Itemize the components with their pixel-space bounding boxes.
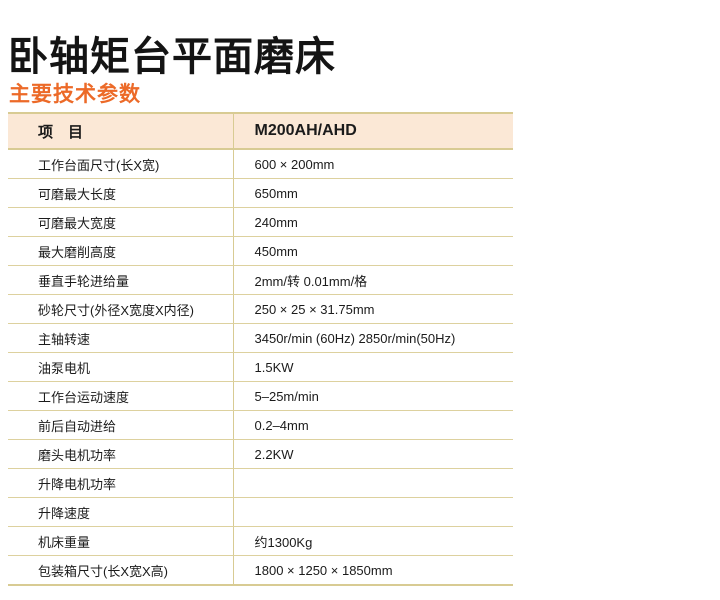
parameter-name-cell: 升降电机功率 (8, 468, 233, 498)
parameter-name-cell: 可磨最大宽度 (8, 207, 233, 237)
table-row: 升降速度 (8, 497, 513, 527)
parameter-value-cell: 1.5KW (232, 352, 513, 382)
parameter-value-cell (232, 468, 513, 498)
spec-table-container: 项 目 M200AH/AHD 工作台面尺寸(长X宽) 600 × 200mm 可磨最… (8, 112, 513, 586)
table-row: 包装箱尺寸(长X宽X高) 1800 × 1250 × 1850mm (8, 555, 513, 585)
table-row: 前后自动进给 0.2–4mm (8, 410, 513, 440)
parameter-value-cell: 240mm (232, 207, 513, 237)
parameter-name-cell: 垂直手轮进给量 (8, 265, 233, 295)
technical-parameters-table: 项 目 M200AH/AHD 工作台面尺寸(长X宽) 600 × 200mm 可磨最… (8, 112, 513, 586)
table-row: 砂轮尺寸(外径X宽度X内径) 250 × 25 × 31.75mm (8, 294, 513, 324)
parameter-value-cell: 450mm (232, 236, 513, 266)
parameter-name-cell: 油泵电机 (8, 352, 233, 382)
table-row: 机床重量 约1300Kg (8, 526, 513, 556)
table-row: 最大磨削高度 450mm (8, 236, 513, 266)
table-header: 项 目 M200AH/AHD (8, 113, 513, 150)
parameter-name-cell: 包装箱尺寸(长X宽X高) (8, 555, 233, 585)
parameter-name-cell: 最大磨削高度 (8, 236, 233, 266)
table-row: 油泵电机 1.5KW (8, 352, 513, 382)
parameter-value-cell: 3450r/min (60Hz) 2850r/min(50Hz) (232, 323, 513, 353)
table-header-row: 项 目 M200AH/AHD (8, 113, 513, 150)
parameter-value-cell: 600 × 200mm (232, 149, 513, 179)
parameter-value-cell: 250 × 25 × 31.75mm (232, 294, 513, 324)
parameter-value-cell: 0.2–4mm (232, 410, 513, 440)
page-title: 卧轴矩台平面磨床 (8, 34, 336, 79)
parameter-value-cell: 2mm/转 0.01mm/格 (232, 265, 513, 295)
parameter-name-cell: 升降速度 (8, 497, 233, 527)
parameter-name-cell: 主轴转速 (8, 323, 233, 353)
table-row: 工作台运动速度 5–25m/min (8, 381, 513, 411)
table-row: 垂直手轮进给量 2mm/转 0.01mm/格 (8, 265, 513, 295)
parameter-value-cell: 2.2KW (232, 439, 513, 469)
table-row: 升降电机功率 (8, 468, 513, 498)
table-body: 工作台面尺寸(长X宽) 600 × 200mm 可磨最大长度 650mm 可磨最大宽度 2… (8, 149, 513, 585)
table-row: 主轴转速 3450r/min (60Hz) 2850r/min(50Hz) (8, 323, 513, 353)
parameter-name-cell: 砂轮尺寸(外径X宽度X内径) (8, 294, 233, 324)
table-row: 可磨最大宽度 240mm (8, 207, 513, 237)
parameter-value-cell: 650mm (232, 178, 513, 208)
parameter-value-cell (232, 497, 513, 527)
page-subtitle: 主要技术参数 (9, 83, 141, 107)
table-row: 可磨最大长度 650mm (8, 178, 513, 208)
parameter-name-cell: 磨头电机功率 (8, 439, 233, 469)
parameter-name-cell: 工作台运动速度 (8, 381, 233, 411)
parameter-name-cell: 前后自动进给 (8, 410, 233, 440)
table-row: 磨头电机功率 2.2KW (8, 439, 513, 469)
table-row: 工作台面尺寸(长X宽) 600 × 200mm (8, 149, 513, 179)
parameter-value-cell: 约1300Kg (232, 526, 513, 556)
parameter-value-cell: 1800 × 1250 × 1850mm (232, 555, 513, 585)
parameter-value-cell: 5–25m/min (232, 381, 513, 411)
column-header-item: 项 目 (8, 113, 233, 150)
column-header-model: M200AH/AHD (232, 113, 513, 150)
parameter-name-cell: 可磨最大长度 (8, 178, 233, 208)
parameter-name-cell: 工作台面尺寸(长X宽) (8, 149, 233, 179)
parameter-name-cell: 机床重量 (8, 526, 233, 556)
